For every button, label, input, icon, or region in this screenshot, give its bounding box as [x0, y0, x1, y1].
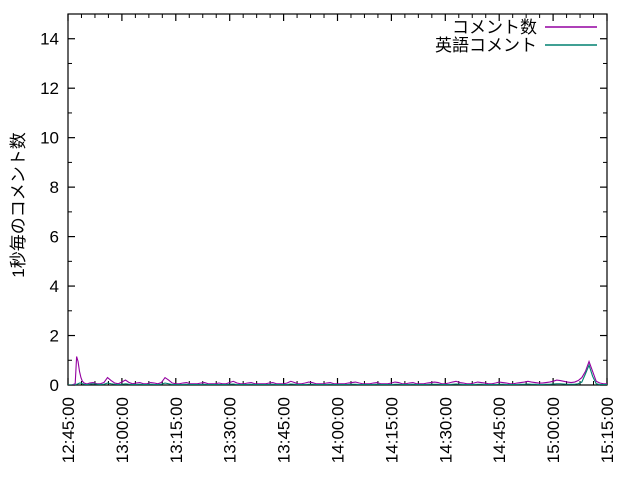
legend-label-2: 英語コメント — [435, 36, 537, 55]
x-tick-label: 13:30:00 — [221, 397, 240, 463]
y-tick-label: 0 — [50, 376, 59, 395]
y-tick-label: 2 — [50, 327, 59, 346]
legend-label-1: コメント数 — [452, 18, 537, 37]
y-tick-label: 4 — [50, 277, 59, 296]
x-tick-label: 14:00:00 — [329, 397, 348, 463]
series-line-2 — [68, 363, 607, 385]
y-tick-label: 10 — [40, 129, 59, 148]
y-tick-label: 12 — [40, 79, 59, 98]
x-tick-label: 15:00:00 — [544, 397, 563, 463]
x-tick-label: 13:00:00 — [113, 397, 132, 463]
y-tick-label: 14 — [40, 30, 59, 49]
x-tick-label: 12:45:00 — [59, 397, 78, 463]
x-tick-label: 13:45:00 — [275, 397, 294, 463]
series-line-1 — [68, 356, 607, 385]
y-tick-label: 8 — [50, 178, 59, 197]
y-tick-label: 6 — [50, 228, 59, 247]
x-tick-label: 14:30:00 — [436, 397, 455, 463]
x-tick-label: 14:45:00 — [490, 397, 509, 463]
y-axis-title: 1秒毎のコメント数 — [9, 132, 28, 277]
plot-frame — [67, 13, 608, 386]
x-tick-label: 15:15:00 — [598, 397, 617, 463]
x-tick-label: 14:15:00 — [382, 397, 401, 463]
x-tick-label: 13:15:00 — [167, 397, 186, 463]
